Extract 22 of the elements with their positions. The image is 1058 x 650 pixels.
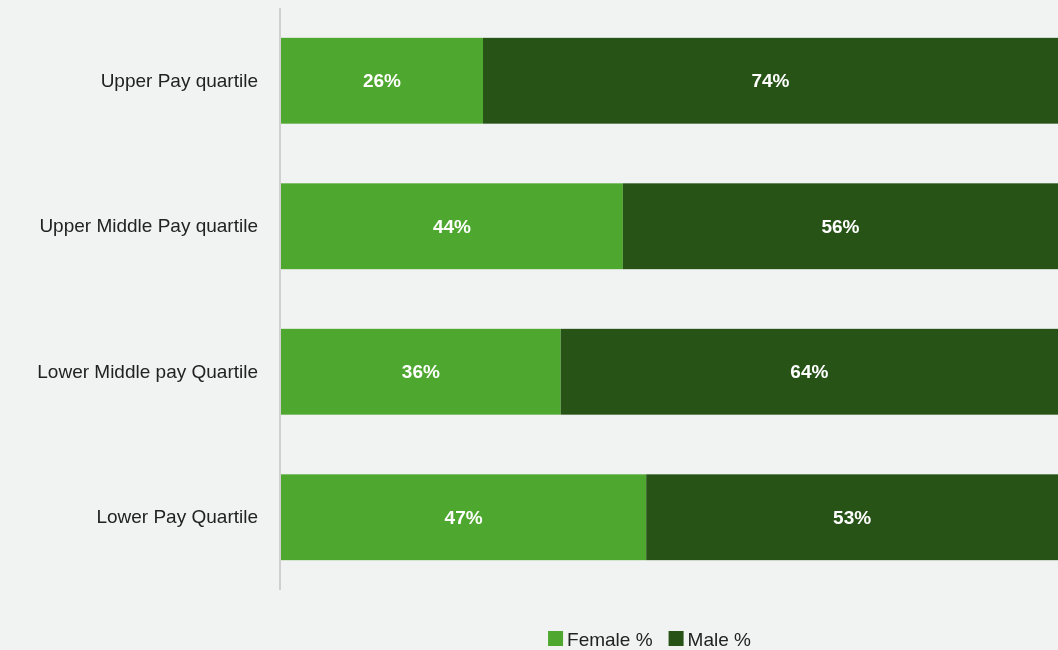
bar [483, 37, 1058, 124]
bar [646, 474, 1058, 561]
data-label: 47% [444, 506, 483, 528]
data-label: 56% [821, 215, 860, 237]
bar [281, 328, 561, 415]
legend-label: Male % [687, 628, 752, 650]
legend-label: Female % [567, 628, 653, 650]
data-label: 64% [790, 361, 829, 383]
data-label: 26% [362, 70, 402, 92]
data-label: 36% [401, 361, 440, 383]
y-tick-label: Upper Middle Pay quartile [39, 215, 258, 237]
bar [622, 183, 1058, 270]
bar [281, 37, 484, 124]
y-tick-label: Lower Pay Quartile [96, 506, 258, 528]
bar [281, 474, 647, 561]
bar [560, 328, 1058, 415]
data-label: 44% [432, 215, 472, 237]
data-label: 53% [833, 506, 872, 528]
y-tick-label: Upper Pay quartile [100, 69, 258, 91]
data-label: 74% [751, 70, 790, 92]
y-tick-label: Lower Middle pay Quartile [37, 360, 258, 382]
bar [281, 183, 623, 270]
